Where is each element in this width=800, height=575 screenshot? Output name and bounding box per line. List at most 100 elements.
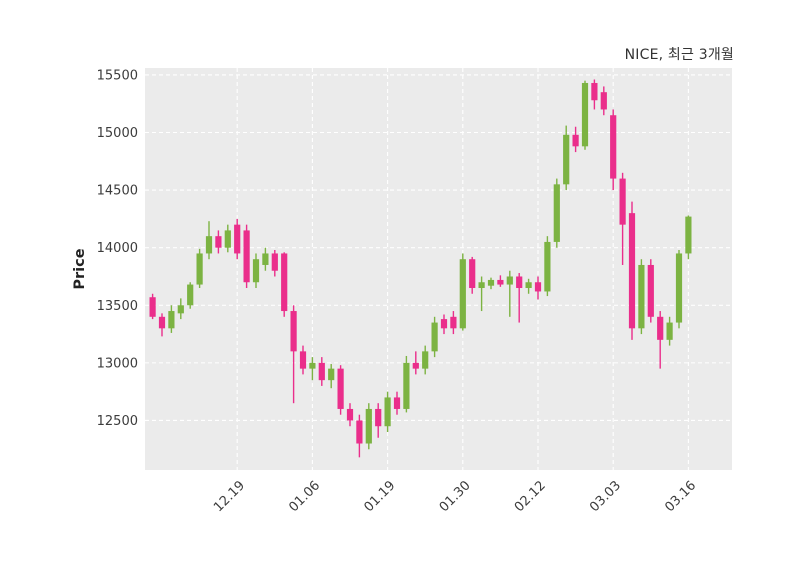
candle-body [243, 230, 250, 283]
candle-body [572, 134, 579, 147]
candle-body [591, 82, 598, 101]
candle [346, 403, 354, 427]
candle [205, 221, 213, 260]
candle [497, 275, 504, 287]
candle [158, 313, 166, 337]
candle [328, 364, 335, 389]
candle [638, 259, 645, 335]
candle-body [234, 224, 241, 254]
candle [403, 355, 410, 413]
candle-body [365, 408, 372, 444]
y-tick-label: 15000 [97, 126, 138, 141]
candle [431, 316, 438, 358]
candle-body [328, 368, 335, 381]
candle [290, 305, 297, 404]
candle-body [393, 397, 401, 409]
candle-body [318, 362, 325, 381]
candle [234, 218, 241, 260]
y-tick-labels: 12500 13000 13500 14000 14500 15000 15500 [97, 68, 138, 429]
candle-body [422, 351, 429, 369]
candle [262, 247, 269, 271]
x-tick-label: 02.12 [512, 478, 549, 515]
candle-body [158, 316, 166, 329]
candle-body [516, 276, 523, 289]
candle [534, 276, 542, 300]
candle-body [534, 282, 542, 292]
x-tick-label: 03.03 [587, 478, 624, 515]
candle [412, 351, 419, 375]
y-tick-label: 15500 [97, 68, 138, 83]
candle-body [553, 184, 560, 242]
candle [422, 345, 429, 375]
candle [299, 345, 307, 375]
candle [628, 201, 636, 340]
candle [469, 256, 476, 294]
candle-body [375, 408, 382, 427]
y-tick-label: 12500 [97, 414, 138, 429]
candle-body [600, 92, 607, 110]
candle [224, 224, 231, 253]
candle-body [666, 322, 673, 340]
x-tick-label: 01.19 [362, 478, 399, 515]
candle-body [224, 230, 231, 248]
candle-body [647, 264, 654, 317]
candle-body [563, 134, 570, 185]
candle-body [450, 316, 457, 329]
y-tick-label: 14500 [97, 184, 138, 199]
candle [450, 311, 457, 335]
candle [506, 270, 513, 317]
candle-body [346, 408, 354, 421]
chart-title: NICE, 최근 3개월 [624, 47, 734, 63]
candle [393, 391, 401, 415]
y-tick-label: 13500 [97, 299, 138, 314]
candle [563, 125, 570, 191]
candle [440, 314, 448, 335]
candle [525, 278, 532, 294]
candle-body [299, 351, 307, 369]
candle [516, 273, 523, 323]
x-tick-labels: 12.19 01.06 01.19 01.30 02.12 03.03 03.16 [211, 478, 699, 515]
candle-body [205, 236, 213, 254]
candle-body [309, 362, 316, 369]
candle [337, 365, 344, 415]
candle [572, 126, 579, 153]
candle-body [459, 259, 466, 329]
candle-body [610, 115, 617, 179]
candle [196, 248, 203, 289]
candle-body [675, 253, 683, 323]
candle [356, 414, 363, 458]
candle [647, 259, 654, 323]
candle [243, 224, 250, 289]
candle [666, 316, 673, 346]
candle-body [403, 362, 410, 409]
candle-body [187, 284, 194, 306]
candle [600, 86, 607, 116]
candle-body [487, 279, 495, 286]
candles [149, 79, 692, 458]
candle [271, 249, 278, 277]
candle-body [384, 397, 391, 427]
candle-body [281, 253, 288, 312]
candle [619, 172, 626, 265]
candle [685, 215, 692, 260]
candle-body [337, 368, 344, 409]
candle [365, 403, 372, 450]
candle [177, 298, 184, 320]
candle-body [431, 322, 438, 352]
candle-body [356, 420, 363, 444]
candle [215, 230, 222, 254]
x-tick-label: 01.06 [286, 478, 323, 515]
candle [459, 253, 466, 331]
candle-body [506, 276, 513, 285]
candle [168, 305, 175, 333]
candle [309, 357, 316, 381]
candle-body [440, 319, 448, 329]
candle-body [478, 282, 485, 289]
candle [384, 391, 391, 432]
candle-body [412, 362, 419, 369]
candle-body [657, 316, 664, 340]
candle-body [469, 259, 476, 289]
candle-body [581, 82, 589, 147]
candle-body [149, 297, 156, 317]
